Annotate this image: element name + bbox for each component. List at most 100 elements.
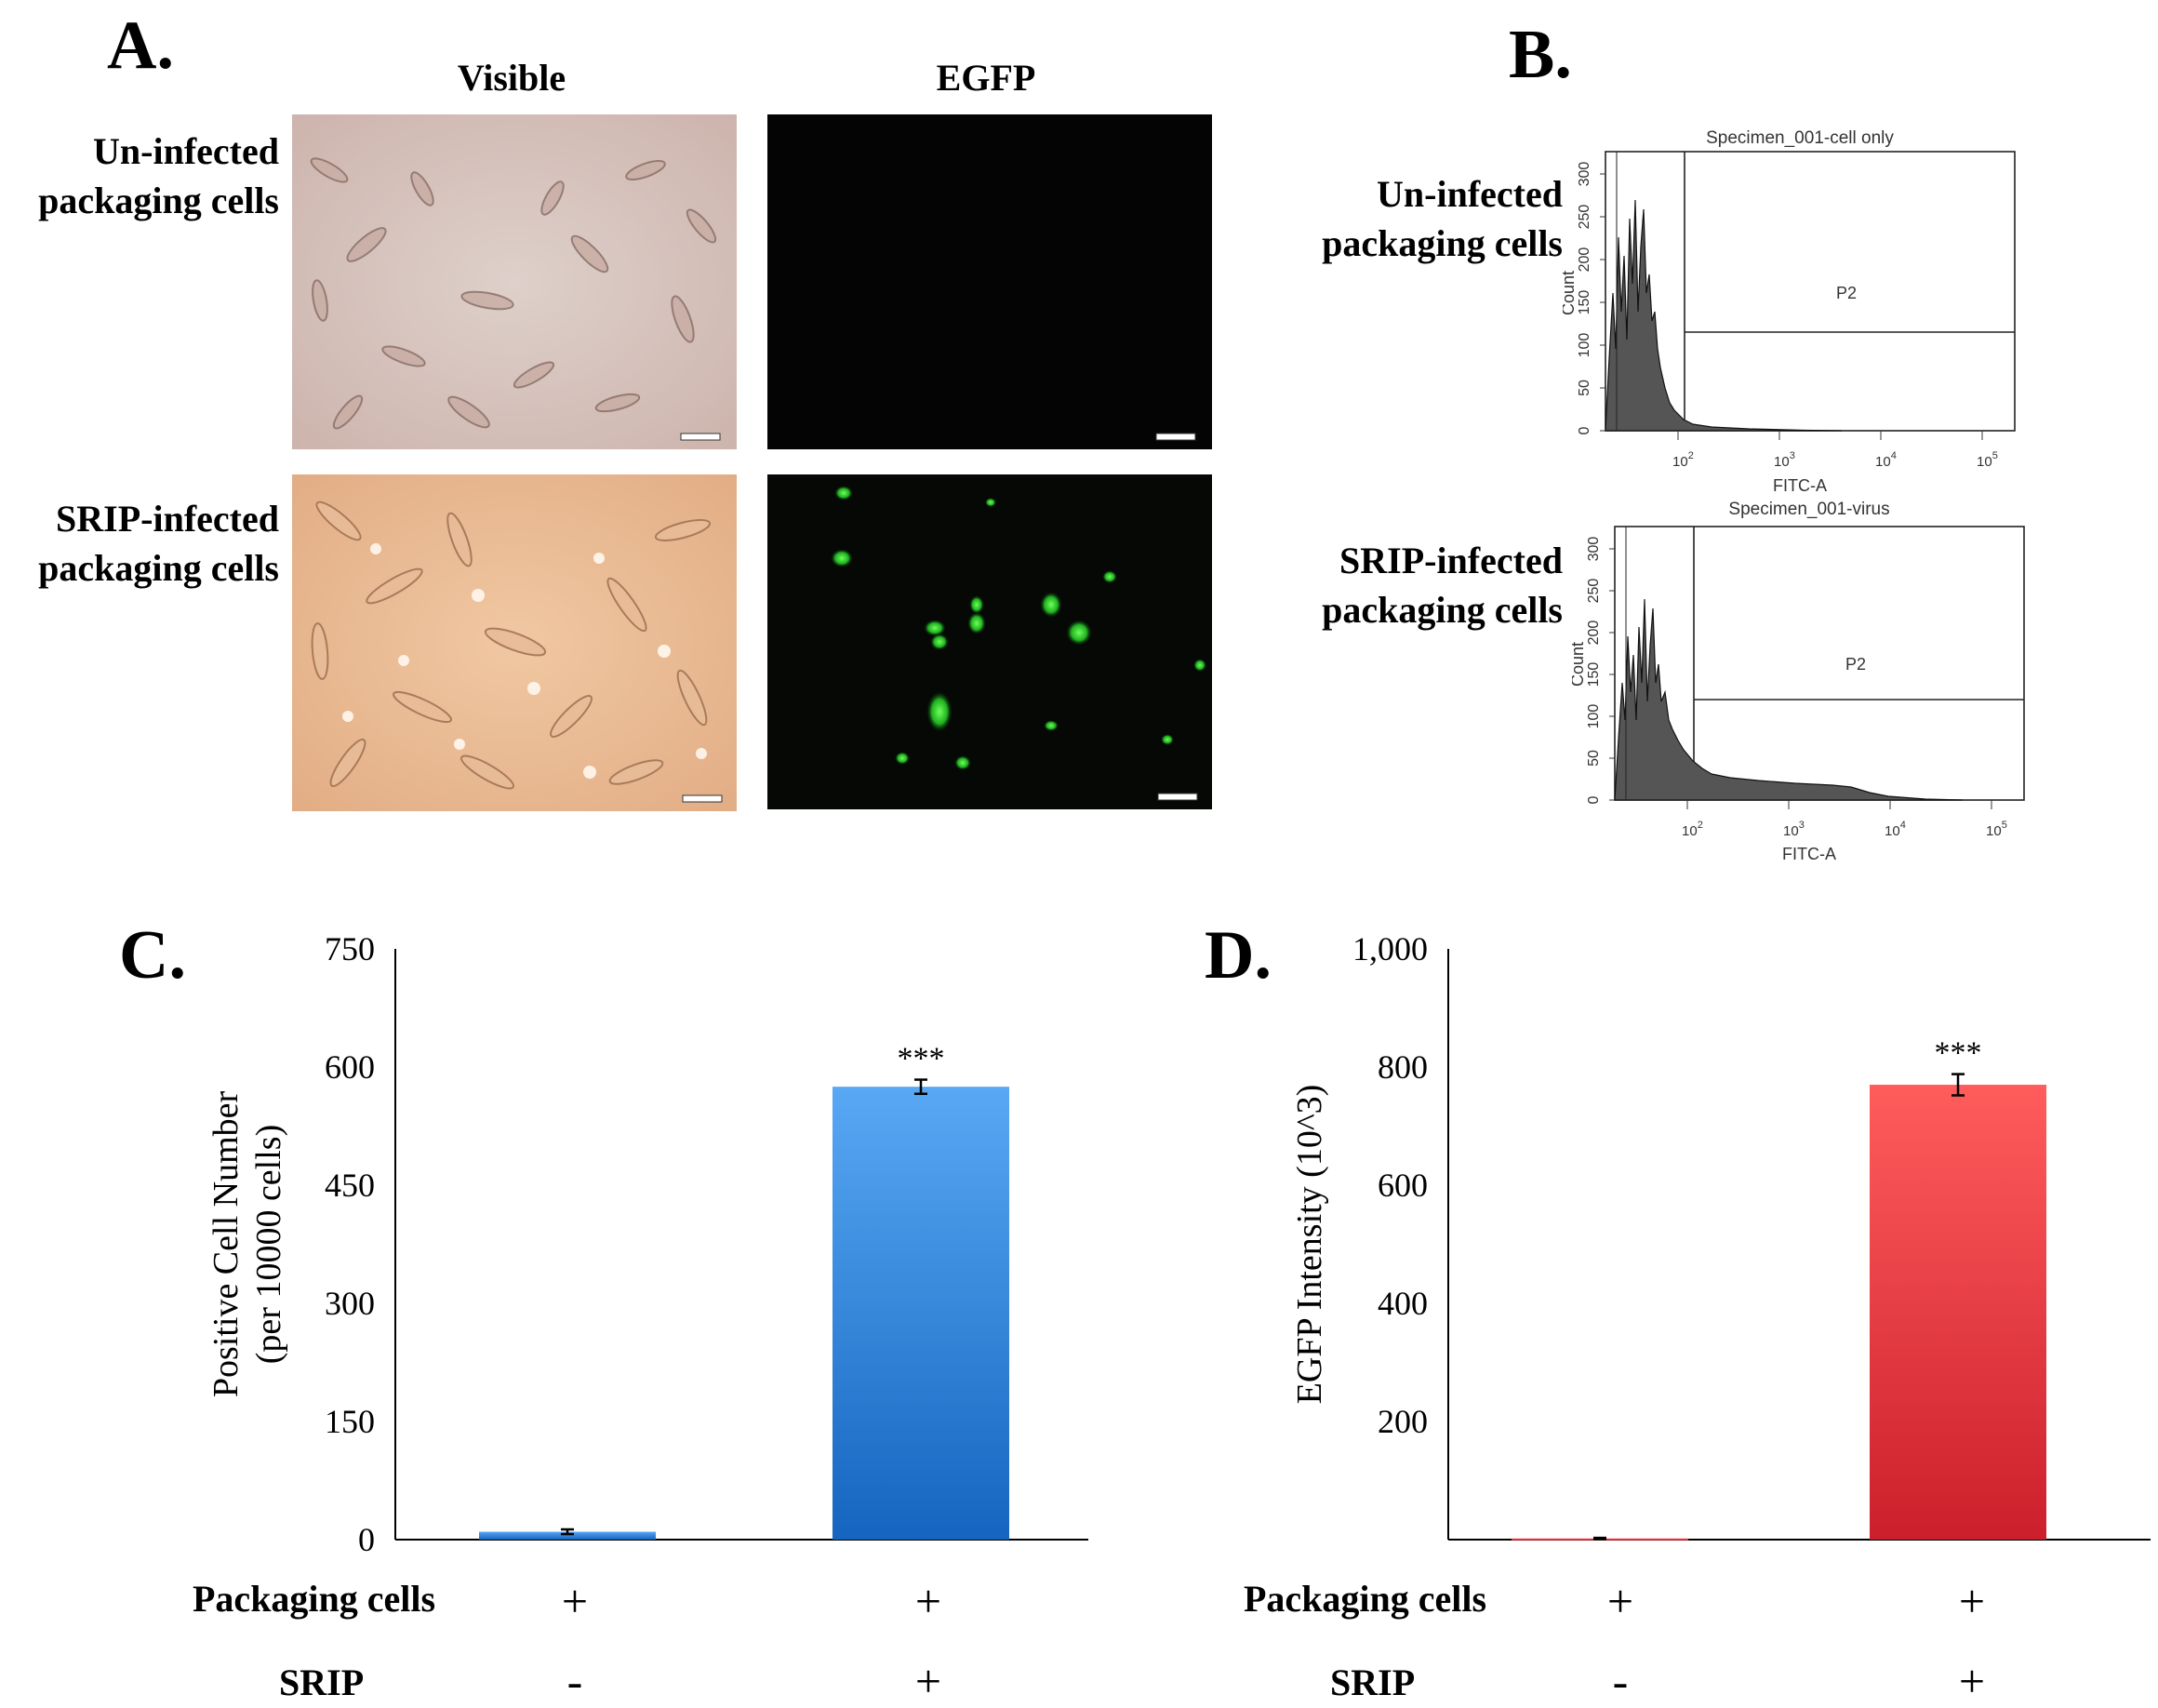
x-axis-title: FITC-A [1782, 845, 1836, 863]
x-axis: 102 103 104 105 FITC-A [1672, 450, 1998, 495]
sign-packaging-d-1: + [1606, 1575, 1634, 1627]
column-header-visible: Visible [457, 57, 566, 99]
histogram-svg: Specimen_001-virus P2 0 50 100 150 200 2… [1568, 500, 2025, 863]
bar-chart-svg: 0 150 300 450 600 750 Positive Cell Number (per… [206, 930, 1088, 1558]
column-header-egfp: EGFP [936, 57, 1036, 99]
x-tick-label: 103 [1774, 450, 1795, 470]
y-axis-title: EGFP Intensity (10^3) [1290, 1085, 1329, 1405]
y-axis-title: Count [1563, 271, 1578, 315]
y-tick-label: 250 [1577, 205, 1592, 230]
y-ticks [1600, 173, 1605, 432]
x-ticks [1686, 800, 1992, 809]
y-tick-label: 300 [1586, 537, 1602, 562]
sign-srip-c-1: - [566, 1655, 583, 1707]
y-tick-label: 300 [325, 1285, 375, 1322]
cells-image [292, 474, 737, 811]
x-tick-label: 104 [1875, 450, 1897, 470]
panel-b-row1-label: Un-infected packaging cells [1246, 169, 1563, 268]
row-label-line: SRIP-infected [1339, 540, 1563, 581]
panel-d-letter: D. [1205, 917, 1272, 994]
y-tick-label: 50 [1577, 380, 1592, 396]
y-tick-label: 0 [1586, 795, 1602, 804]
row-label-line: packaging cells [1322, 589, 1563, 631]
row-label-packaging-cells: Packaging cells [193, 1578, 436, 1620]
y-axis: 0 50 100 150 200 250 300 Count [1568, 537, 1602, 805]
x-tick-label: 104 [1885, 820, 1906, 839]
y-tick-label: 0 [358, 1521, 375, 1558]
row-label-line: Un-infected [1377, 173, 1563, 215]
histogram-uninfected: Specimen_001-cell only P2 0 50 100 150 2… [1559, 126, 2037, 498]
panel-c-letter: C. [119, 917, 186, 994]
y-axis-title: Positive Cell Number [206, 1091, 246, 1398]
y-axis-title: (per 10000 cells) [249, 1125, 288, 1364]
panel-a-row1-label: Un-infected packaging cells [0, 127, 279, 225]
x-axis: 102 103 104 105 FITC-A [1682, 820, 2007, 863]
sign-packaging-c-1: + [561, 1575, 589, 1627]
y-tick-label: 300 [1577, 162, 1592, 187]
y-tick-label: 250 [1586, 579, 1602, 604]
x-tick-label: 103 [1783, 820, 1805, 839]
row-label-srip: SRIP [279, 1661, 365, 1703]
y-tick-label: 750 [325, 930, 375, 967]
significance-label: *** [898, 1042, 945, 1076]
histogram-title: Specimen_001-cell only [1706, 128, 1894, 148]
row-label-line: packaging cells [1322, 222, 1563, 264]
y-axis-title: Count [1572, 642, 1587, 687]
micrograph-uninfected-visible [292, 114, 737, 449]
bar-chart-svg: 1,000 800 600 400 200 EGFP Intensity (10^3) **… [1290, 930, 2151, 1541]
row-label-line: packaging cells [38, 180, 279, 221]
plot-frame [1605, 151, 2016, 432]
y-tick-label: 600 [325, 1048, 375, 1086]
panel-b-row2-label: SRIP-infected packaging cells [1246, 536, 1563, 634]
y-tick-label: 150 [325, 1403, 375, 1440]
y-tick-label: 450 [325, 1167, 375, 1204]
y-tick-label: 1,000 [1352, 930, 1428, 967]
fluorescence-image [767, 114, 1212, 449]
bar [833, 1087, 1009, 1540]
row-label-line: Un-infected [93, 130, 279, 172]
y-tick-label: 200 [1577, 247, 1592, 273]
fluorescence-image [767, 474, 1212, 809]
x-tick-label: 102 [1672, 450, 1694, 470]
row-label-srip: SRIP [1330, 1661, 1416, 1703]
significance-label: *** [1935, 1036, 1982, 1071]
bar [479, 1531, 656, 1540]
row-label-line: packaging cells [38, 547, 279, 589]
x-axis-title: FITC-A [1773, 476, 1827, 495]
histogram-infected: Specimen_001-virus P2 0 50 100 150 200 2… [1568, 497, 2046, 869]
x-tick-label: 105 [1977, 450, 1998, 470]
y-tick-label: 100 [1577, 333, 1592, 358]
y-tick-label: 600 [1378, 1167, 1428, 1204]
row-label-packaging-cells: Packaging cells [1244, 1578, 1487, 1620]
y-tick-label: 100 [1586, 704, 1602, 729]
sign-srip-c-2: + [914, 1655, 942, 1707]
bar [1870, 1085, 2046, 1540]
micrograph-infected-visible [292, 474, 737, 811]
gate-label: P2 [1836, 284, 1857, 302]
row-label-line: SRIP-infected [56, 498, 279, 540]
panel-a-letter: A. [107, 7, 174, 84]
panel-b-letter: B. [1509, 17, 1572, 93]
gate-label: P2 [1845, 655, 1866, 674]
y-tick-label: 50 [1586, 750, 1602, 767]
y-tick-label: 150 [1586, 662, 1602, 687]
x-tick-label: 105 [1986, 820, 2007, 839]
y-tick-label: 150 [1577, 290, 1592, 315]
y-ticks [1609, 548, 1615, 801]
micrograph-infected-egfp [767, 474, 1212, 809]
y-tick-label: 200 [1378, 1403, 1428, 1440]
y-tick-label: 400 [1378, 1285, 1428, 1322]
sign-srip-d-1: - [1612, 1655, 1629, 1707]
chart-positive-cells: 0 150 300 450 600 750 Positive Cell Number (per… [186, 921, 1116, 1563]
y-tick-label: 800 [1378, 1048, 1428, 1086]
histogram-svg: Specimen_001-cell only P2 0 50 100 150 2… [1559, 128, 2016, 495]
sign-packaging-c-2: + [914, 1575, 942, 1627]
histogram-title: Specimen_001-virus [1728, 500, 1889, 519]
chart-egfp-intensity: 1,000 800 600 400 200 EGFP Intensity (10^3) **… [1209, 921, 2158, 1563]
y-tick-label: 200 [1586, 620, 1602, 646]
histogram-fill [1605, 199, 1843, 432]
micrograph-uninfected-egfp [767, 114, 1212, 449]
histogram-fill [1614, 598, 1964, 801]
sign-packaging-d-2: + [1958, 1575, 1986, 1627]
y-axis: 0 50 100 150 200 250 300 Count [1559, 162, 1592, 435]
